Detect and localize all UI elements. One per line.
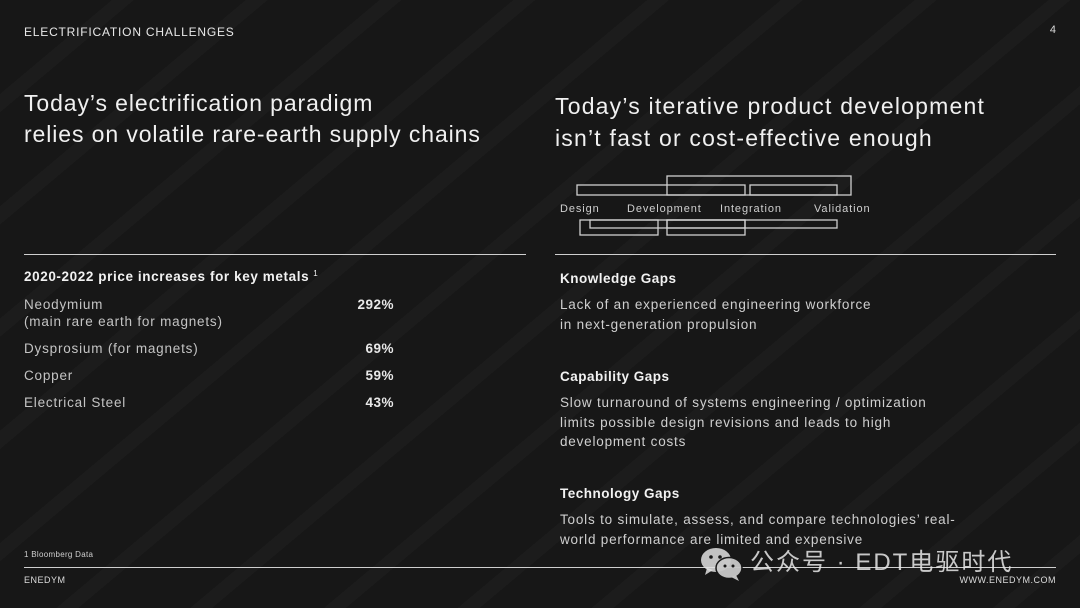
metal-detail: (main rare earth for magnets) [24, 314, 223, 329]
gap-text-line: in next-generation propulsion [560, 316, 758, 332]
table-title-text: 2020-2022 price increases for key metals [24, 269, 310, 284]
footer-brand: ENEDYM [24, 575, 66, 585]
right-headline: Today’s iterative product development is… [555, 90, 985, 154]
gap-text-line: world performance are limited and expens… [560, 531, 864, 547]
left-headline-line-2: relies on volatile rare-earth supply cha… [24, 121, 481, 147]
technology-gaps-text: Tools to simulate, assess, and compare t… [560, 510, 956, 549]
footer-divider [24, 567, 1056, 568]
gap-text-line: limits possible design revisions and lea… [560, 414, 892, 430]
stage-label-development: Development [627, 203, 702, 215]
table-row: Neodymium (main rare earth for magnets) … [24, 296, 394, 330]
table-title: 2020-2022 price increases for key metals… [24, 268, 318, 286]
price-increase: 69% [365, 341, 394, 356]
iteration-bar [576, 184, 746, 196]
metal-name: Copper [24, 368, 74, 383]
knowledge-gaps-text: Lack of an experienced engineering workf… [560, 295, 871, 334]
iteration-bar [749, 184, 838, 196]
footer-website: WWW.ENEDYM.COM [959, 575, 1056, 585]
price-increase: 43% [365, 395, 394, 410]
wechat-icon [701, 548, 743, 581]
knowledge-gaps-title: Knowledge Gaps [560, 271, 677, 286]
capability-gaps-text: Slow turnaround of systems engineering /… [560, 393, 927, 452]
left-divider [24, 254, 526, 255]
price-increase: 292% [357, 297, 394, 312]
footnote-ref: 1 [313, 269, 318, 278]
capability-gaps-title: Capability Gaps [560, 369, 670, 384]
metal-name: Neodymium [24, 297, 104, 312]
footnote: 1 Bloomberg Data [24, 550, 94, 559]
technology-gaps-title: Technology Gaps [560, 486, 680, 501]
right-headline-line-1: Today’s iterative product development [555, 93, 986, 119]
section-title: ELECTRIFICATION CHALLENGES [24, 25, 235, 39]
table-row: Dysprosium (for magnets) 69% [24, 340, 394, 357]
gap-text-line: Slow turnaround of systems engineering /… [560, 395, 927, 410]
table-row: Electrical Steel 43% [24, 394, 394, 411]
right-divider [555, 254, 1056, 255]
metal-name: Electrical Steel [24, 395, 127, 410]
right-headline-line-2: isn’t fast or cost-effective enough [555, 125, 933, 151]
watermark-text: 公众号 · EDT电驱时代 [750, 549, 1014, 576]
iteration-diagram: Design Development Integration Validatio… [560, 175, 871, 236]
left-headline: Today’s electrification paradigm relies … [24, 88, 481, 150]
gap-text-line: Tools to simulate, assess, and compare t… [560, 512, 956, 527]
stage-label-integration: Integration [720, 203, 782, 215]
gap-text-line: development costs [560, 434, 687, 449]
table-row: Copper 59% [24, 367, 394, 384]
stage-label-design: Design [560, 203, 600, 215]
stage-label-validation: Validation [814, 203, 871, 215]
iteration-bar [666, 219, 838, 229]
left-headline-line-1: Today’s electrification paradigm [24, 90, 374, 116]
page-number: 4 [1049, 24, 1056, 36]
price-increase: 59% [365, 368, 394, 383]
metal-name: Dysprosium (for magnets) [24, 341, 199, 356]
gap-text-line: Lack of an experienced engineering workf… [560, 297, 872, 312]
